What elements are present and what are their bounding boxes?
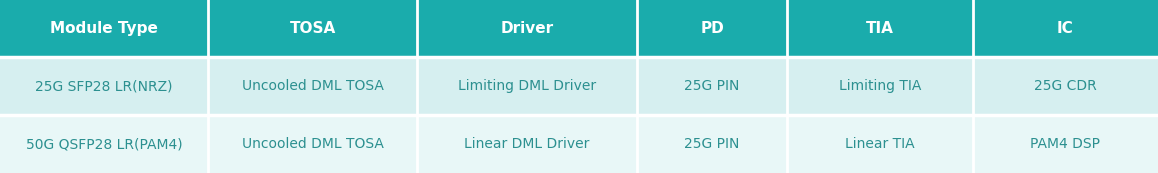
Text: 25G CDR: 25G CDR — [1034, 79, 1097, 93]
Text: PAM4 DSP: PAM4 DSP — [1031, 137, 1100, 151]
Bar — [208, 0, 417, 57]
Text: Linear DML Driver: Linear DML Driver — [464, 137, 589, 151]
Text: Limiting TIA: Limiting TIA — [838, 79, 922, 93]
Text: 25G SFP28 LR(NRZ): 25G SFP28 LR(NRZ) — [36, 79, 173, 93]
Text: Uncooled DML TOSA: Uncooled DML TOSA — [242, 137, 383, 151]
Bar — [973, 115, 1158, 173]
Text: Uncooled DML TOSA: Uncooled DML TOSA — [242, 79, 383, 93]
Text: TOSA: TOSA — [290, 21, 336, 36]
Bar — [973, 0, 1158, 57]
Bar — [0, 115, 208, 173]
Bar — [637, 57, 787, 115]
Text: 50G QSFP28 LR(PAM4): 50G QSFP28 LR(PAM4) — [25, 137, 183, 151]
Text: Module Type: Module Type — [50, 21, 159, 36]
Bar — [787, 0, 973, 57]
Text: PD: PD — [701, 21, 724, 36]
Text: Driver: Driver — [500, 21, 554, 36]
Bar — [0, 0, 208, 57]
Bar — [637, 115, 787, 173]
Bar — [208, 57, 417, 115]
Bar — [417, 0, 637, 57]
Bar — [208, 115, 417, 173]
Bar — [973, 57, 1158, 115]
Bar — [417, 115, 637, 173]
Text: IC: IC — [1057, 21, 1073, 36]
Text: 25G PIN: 25G PIN — [684, 79, 740, 93]
Bar — [787, 115, 973, 173]
Text: Linear TIA: Linear TIA — [845, 137, 915, 151]
Bar — [0, 57, 208, 115]
Text: Limiting DML Driver: Limiting DML Driver — [457, 79, 596, 93]
Bar — [787, 57, 973, 115]
Bar — [417, 57, 637, 115]
Text: 25G PIN: 25G PIN — [684, 137, 740, 151]
Text: TIA: TIA — [866, 21, 894, 36]
Bar — [637, 0, 787, 57]
